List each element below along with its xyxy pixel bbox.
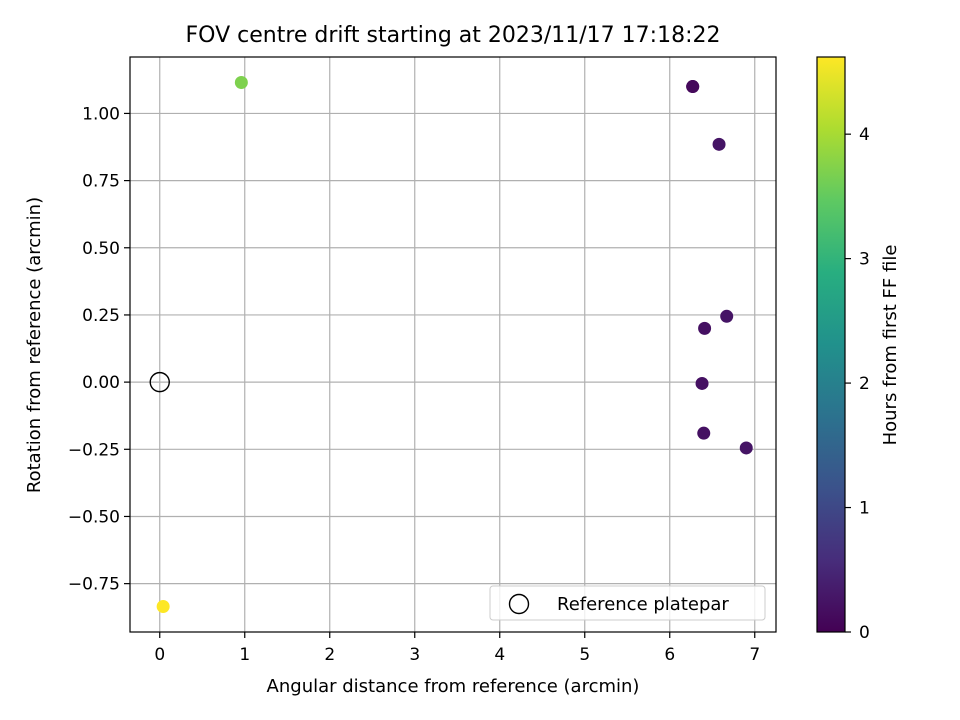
data-point <box>234 76 248 90</box>
data-point <box>686 80 700 94</box>
plot-frame <box>129 56 777 633</box>
legend: Reference platepar <box>489 585 766 621</box>
legend-label-reference: Reference platepar <box>557 594 729 615</box>
y-tick-label: −0.75 <box>68 575 120 595</box>
y-tick-label: 0.25 <box>82 306 120 326</box>
y-axis-label: Rotation from reference (arcmin) <box>24 197 45 493</box>
colorbar-tick-label: 4 <box>859 125 870 145</box>
data-point <box>712 137 726 151</box>
data-point <box>720 309 734 323</box>
x-tick-label: 1 <box>239 645 250 665</box>
y-tick-label: −0.50 <box>68 507 120 527</box>
y-tick-label: 0.50 <box>82 239 120 259</box>
x-tick-label: 7 <box>749 645 760 665</box>
legend-box <box>489 585 766 621</box>
colorbar-tick-label: 1 <box>859 499 870 519</box>
data-point <box>698 321 712 335</box>
y-tick-label: −0.25 <box>68 440 120 460</box>
y-axis-ticks: −0.75 −0.50 −0.25 0.00 0.25 0.50 0.75 1.00 <box>68 104 130 595</box>
data-point <box>695 376 709 390</box>
scatter-points <box>149 76 753 613</box>
x-tick-label: 3 <box>409 645 420 665</box>
x-axis-label: Angular distance from reference (arcmin) <box>267 676 640 697</box>
data-point <box>156 599 170 613</box>
colorbar-label: Hours from first FF file <box>880 245 901 446</box>
x-tick-label: 2 <box>324 645 335 665</box>
grid-lines <box>130 57 776 632</box>
x-tick-label: 0 <box>154 645 165 665</box>
x-tick-label: 5 <box>579 645 590 665</box>
colorbar-tick-label: 3 <box>859 250 870 270</box>
y-tick-label: 1.00 <box>82 104 120 124</box>
x-tick-label: 6 <box>664 645 675 665</box>
y-tick-label: 0.00 <box>82 373 120 393</box>
x-axis-ticks: 0 1 2 3 4 5 6 7 <box>154 632 760 665</box>
y-tick-label: 0.75 <box>82 172 120 192</box>
colorbar-tick-label: 2 <box>859 374 870 394</box>
colorbar-ticks: 0 1 2 3 4 <box>845 125 870 643</box>
data-point <box>739 441 753 455</box>
colorbar-tick-label: 0 <box>859 623 870 643</box>
reference-point <box>149 371 170 393</box>
colorbar <box>816 56 846 633</box>
x-tick-label: 4 <box>494 645 505 665</box>
data-point <box>697 426 711 440</box>
legend-marker-reference <box>508 593 530 615</box>
chart-title: FOV centre drift starting at 2023/11/17 … <box>186 23 721 48</box>
